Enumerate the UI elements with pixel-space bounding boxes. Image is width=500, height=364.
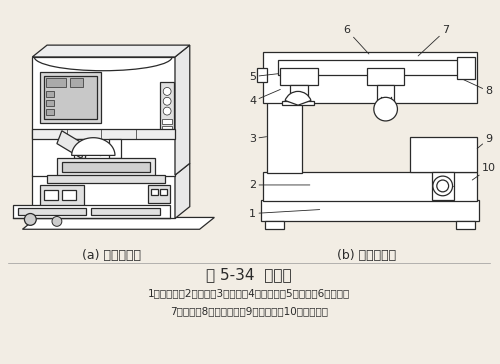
Bar bbox=[74, 139, 86, 158]
Circle shape bbox=[163, 107, 171, 115]
Circle shape bbox=[437, 180, 448, 192]
Text: 7－导轨；8－硅胶印头；9－承印物；10－升降机构: 7－导轨；8－硅胶印头；9－承印物；10－升降机构 bbox=[170, 306, 328, 316]
Bar bbox=[148, 185, 170, 203]
Bar bbox=[44, 190, 58, 200]
Bar bbox=[367, 68, 405, 86]
Text: 2: 2 bbox=[249, 180, 310, 190]
Circle shape bbox=[163, 87, 171, 95]
Bar bbox=[262, 52, 477, 103]
Bar bbox=[264, 221, 284, 229]
Bar bbox=[160, 189, 167, 195]
Text: 10: 10 bbox=[472, 163, 496, 180]
Bar bbox=[152, 189, 158, 195]
Bar bbox=[40, 185, 84, 207]
Circle shape bbox=[24, 214, 36, 225]
Bar bbox=[280, 68, 318, 86]
Bar bbox=[46, 91, 54, 97]
Bar bbox=[458, 57, 475, 79]
Text: (b) 移印机结构: (b) 移印机结构 bbox=[338, 249, 396, 262]
Text: 4: 4 bbox=[249, 90, 280, 106]
Polygon shape bbox=[57, 131, 86, 158]
Bar bbox=[266, 101, 302, 173]
Bar bbox=[456, 221, 475, 229]
Bar bbox=[40, 72, 101, 123]
Bar bbox=[256, 68, 266, 82]
Polygon shape bbox=[175, 163, 190, 218]
Circle shape bbox=[163, 97, 171, 105]
Bar bbox=[70, 78, 84, 87]
Bar bbox=[160, 82, 174, 131]
Bar bbox=[12, 205, 170, 218]
Text: 8: 8 bbox=[464, 80, 492, 96]
Text: 9: 9 bbox=[477, 134, 492, 149]
Bar bbox=[162, 126, 172, 131]
Circle shape bbox=[52, 217, 62, 226]
Wedge shape bbox=[285, 91, 311, 105]
Bar bbox=[46, 109, 54, 115]
Bar bbox=[282, 101, 314, 105]
Text: 1－角铁架；2－底座；3－立柱；4－印版台；5－刮刀；6－横梁；: 1－角铁架；2－底座；3－立柱；4－印版台；5－刮刀；6－横梁； bbox=[148, 288, 350, 298]
Polygon shape bbox=[22, 217, 214, 229]
Bar bbox=[46, 78, 66, 87]
Polygon shape bbox=[175, 45, 190, 175]
Bar bbox=[32, 57, 175, 176]
Bar bbox=[18, 207, 86, 215]
Circle shape bbox=[374, 97, 398, 121]
Text: 6: 6 bbox=[344, 25, 369, 54]
Bar bbox=[109, 139, 121, 158]
Bar bbox=[162, 119, 172, 124]
Text: 7: 7 bbox=[418, 25, 449, 56]
Bar bbox=[32, 175, 175, 218]
Text: (a) 移印机外观: (a) 移印机外观 bbox=[82, 249, 140, 262]
Bar bbox=[47, 175, 165, 183]
Bar bbox=[57, 158, 156, 176]
Polygon shape bbox=[72, 138, 115, 155]
Polygon shape bbox=[32, 45, 190, 57]
Bar bbox=[92, 207, 160, 215]
Text: 1: 1 bbox=[250, 209, 320, 218]
Bar bbox=[410, 137, 477, 172]
Bar bbox=[44, 76, 98, 119]
Bar bbox=[278, 60, 464, 75]
Bar bbox=[290, 86, 308, 103]
Bar bbox=[32, 129, 175, 139]
Bar bbox=[46, 100, 54, 106]
Bar bbox=[262, 172, 477, 201]
Circle shape bbox=[433, 176, 452, 196]
Text: 3: 3 bbox=[250, 134, 266, 144]
Text: 图 5-34  移印机: 图 5-34 移印机 bbox=[206, 267, 292, 282]
Bar bbox=[62, 190, 76, 200]
Bar bbox=[260, 200, 479, 221]
Text: 5: 5 bbox=[250, 72, 278, 82]
Bar bbox=[377, 86, 394, 103]
Bar bbox=[432, 172, 454, 200]
Bar bbox=[62, 162, 150, 172]
